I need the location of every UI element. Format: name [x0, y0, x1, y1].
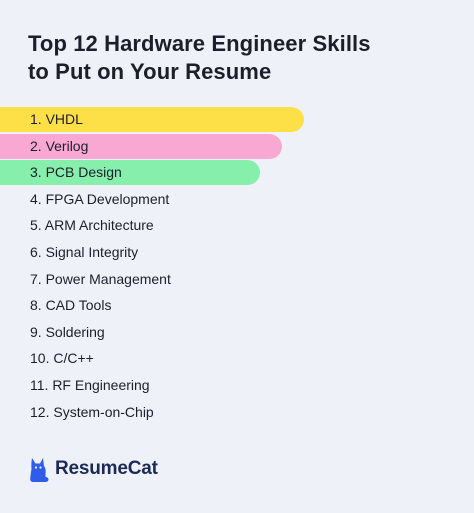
skill-item: 8. CAD Tools [0, 292, 171, 319]
skill-label: 12. System-on-Chip [30, 403, 154, 420]
skill-label: 6. Signal Integrity [30, 243, 139, 260]
skill-item: 1. VHDL [0, 106, 304, 133]
skill-item: 5. ARM Architecture [0, 212, 171, 239]
skill-label: 5. ARM Architecture [30, 217, 154, 234]
title-line-1: Top 12 Hardware Engineer Skills [28, 31, 371, 56]
skill-item: 12. System-on-Chip [0, 399, 171, 426]
skill-label: 4. FPGA Development [30, 190, 170, 207]
highlight-bar [0, 107, 304, 132]
skill-label: 1. VHDL [30, 111, 83, 127]
skill-label: 9. Soldering [30, 323, 105, 340]
highlight-bar [0, 133, 282, 159]
skill-label: 2. Verilog [30, 137, 89, 154]
skill-item: 7. Power Management [0, 266, 171, 293]
brand-name: ResumeCat [55, 458, 158, 479]
skill-item: 11. RF Engineering [0, 372, 171, 399]
skill-item: 9. Soldering [0, 319, 171, 346]
page-title: Top 12 Hardware Engineer Skills to Put o… [28, 30, 448, 86]
skill-label: 11. RF Engineering [30, 376, 150, 393]
highlight-bar [0, 160, 260, 186]
skill-item: 4. FPGA Development [0, 186, 171, 213]
skill-item: 2. Verilog [0, 133, 282, 160]
skill-label: 3. PCB Design [30, 164, 122, 181]
title-line-2: to Put on Your Resume [28, 59, 272, 84]
skill-item: 10. C/C++ [0, 345, 171, 372]
skill-label: 8. CAD Tools [30, 297, 112, 314]
skills-list: 1. VHDL 2. Verilog 3. PCB Design 4. FPGA… [0, 106, 304, 426]
skill-label: 10. C/C++ [30, 350, 94, 367]
cat-icon [30, 458, 49, 482]
resumecat-logo[interactable]: ResumeCat [28, 454, 158, 484]
skill-item: 3. PCB Design [0, 159, 260, 186]
skill-label: 7. Power Management [30, 270, 171, 287]
skill-item: 6. Signal Integrity [0, 239, 171, 266]
